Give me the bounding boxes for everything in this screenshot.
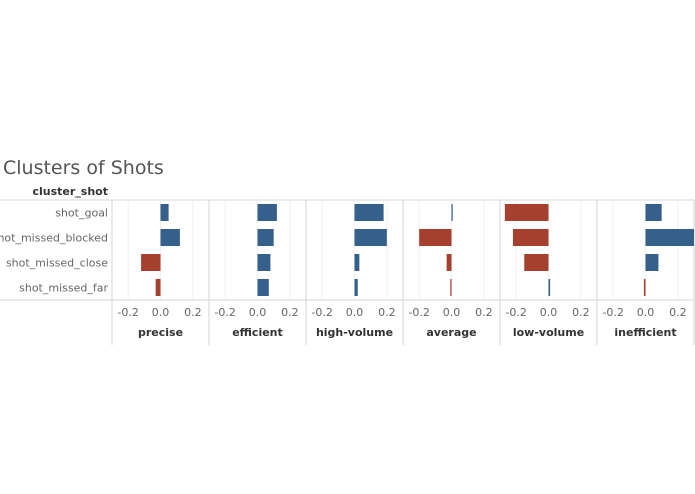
panel-efficient: -0.2 0.0 0.2 efficient: [214, 200, 299, 339]
bar-inefficient-shot_goal: [645, 204, 662, 221]
x-tick-label: -0.2: [505, 306, 526, 319]
bar-high-volume-shot_missed_far: [354, 279, 358, 296]
panel-label: precise: [138, 326, 183, 339]
bar-efficient-shot_missed_blocked: [257, 229, 274, 246]
row-header: cluster_shot: [32, 185, 108, 198]
panel-average: -0.2 0.0 0.2 average: [408, 200, 493, 339]
x-tick-label: -0.2: [214, 306, 235, 319]
bar-average-shot_missed_far: [450, 279, 452, 296]
bar-average-shot_missed_blocked: [419, 229, 452, 246]
row-label: shot_goal: [55, 207, 108, 220]
row-label: shot_missed_far: [19, 282, 108, 295]
bar-high-volume-shot_goal: [354, 204, 384, 221]
x-tick-label: 0.2: [669, 306, 687, 319]
bar-efficient-shot_missed_far: [257, 279, 269, 296]
x-tick-label: 0.0: [249, 306, 267, 319]
panel-high-volume: -0.2 0.0 0.2 high-volume: [311, 200, 396, 339]
bar-high-volume-shot_missed_close: [354, 254, 360, 271]
bar-low-volume-shot_missed_close: [524, 254, 549, 271]
bar-average-shot_missed_close: [446, 254, 452, 271]
row-labels: shot_goal shot_missed_blocked shot_missed_…: [0, 207, 108, 295]
row-label: shot_missed_close: [6, 257, 108, 270]
bar-precise-shot_missed_far: [155, 279, 161, 296]
bar-precise-shot_missed_close: [141, 254, 161, 271]
panel-low-volume: -0.2 0.0 0.2 low-volume: [504, 200, 590, 339]
bar-average-shot_goal: [451, 204, 453, 221]
bar-high-volume-shot_missed_blocked: [354, 229, 387, 246]
x-tick-label: 0.2: [281, 306, 299, 319]
x-tick-label: -0.2: [311, 306, 332, 319]
chart-frame: [0, 199, 695, 345]
x-tick-label: 0.2: [572, 306, 590, 319]
panel-label: efficient: [232, 326, 283, 339]
x-tick-label: 0.0: [152, 306, 170, 319]
panel-label: low-volume: [513, 326, 584, 339]
bar-inefficient-shot_missed_far: [643, 279, 646, 296]
chart-title: Clusters of Shots: [3, 157, 164, 179]
bar-efficient-shot_missed_close: [257, 254, 271, 271]
panel-label: inefficient: [614, 326, 676, 339]
x-tick-label: -0.2: [602, 306, 623, 319]
x-tick-label: 0.2: [475, 306, 493, 319]
bar-efficient-shot_goal: [257, 204, 277, 221]
x-tick-label: 0.0: [346, 306, 364, 319]
x-tick-label: 0.0: [540, 306, 558, 319]
x-tick-label: -0.2: [408, 306, 429, 319]
bar-precise-shot_goal: [160, 204, 169, 221]
bar-low-volume-shot_missed_blocked: [512, 229, 549, 246]
bar-low-volume-shot_goal: [504, 204, 549, 221]
panel-label: high-volume: [316, 326, 393, 339]
row-label: shot_missed_blocked: [0, 232, 108, 245]
bar-precise-shot_missed_blocked: [160, 229, 180, 246]
x-tick-label: -0.2: [117, 306, 138, 319]
bar-inefficient-shot_missed_close: [645, 254, 659, 271]
x-tick-label: 0.2: [378, 306, 396, 319]
x-tick-label: 0.0: [637, 306, 655, 319]
x-tick-label: 0.2: [184, 306, 202, 319]
panel-inefficient: -0.2 0.0 0.2 inefficient: [602, 200, 694, 339]
x-tick-label: 0.0: [443, 306, 461, 319]
bar-inefficient-shot_missed_blocked: [645, 229, 694, 246]
bar-low-volume-shot_missed_far: [548, 279, 551, 296]
panel-label: average: [426, 326, 476, 339]
